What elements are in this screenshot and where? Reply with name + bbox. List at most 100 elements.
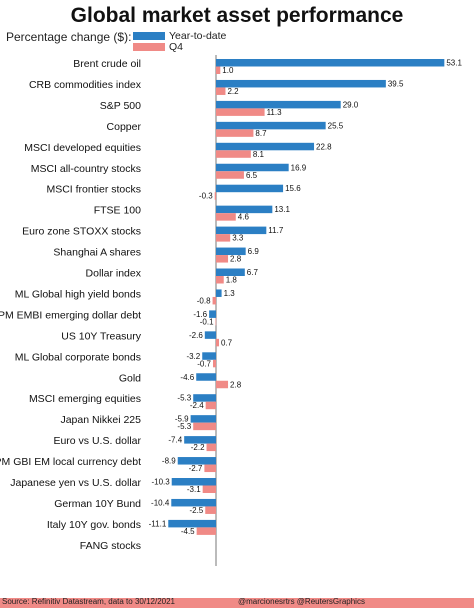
bar-ytd xyxy=(216,184,284,193)
bar-ytd xyxy=(216,142,315,151)
bar-ytd xyxy=(216,121,326,130)
value-label-q4: -2.2 xyxy=(191,443,205,452)
category-label: CRB commodities index xyxy=(29,79,142,91)
bar-ytd xyxy=(171,498,216,507)
value-label-q4: -2.5 xyxy=(189,506,203,515)
value-label-q4: 3.3 xyxy=(232,234,244,243)
value-label-q4: -2.7 xyxy=(189,464,203,473)
value-label-ytd: -5.9 xyxy=(175,415,189,424)
category-label: S&P 500 xyxy=(100,100,141,112)
value-label-q4: 1.8 xyxy=(226,276,238,285)
bar-ytd xyxy=(202,352,216,360)
bar-ytd xyxy=(216,79,386,88)
value-label-ytd: 16.9 xyxy=(291,163,307,172)
value-label-q4: 8.7 xyxy=(255,129,267,138)
category-label: Copper xyxy=(107,121,142,133)
bar-q4 xyxy=(212,296,216,305)
value-label-q4: 2.8 xyxy=(230,255,242,264)
value-label-ytd: -10.4 xyxy=(151,498,170,507)
bar-ytd xyxy=(171,478,216,486)
legend-label-q4: Q4 xyxy=(169,41,184,53)
value-label-q4: 8.1 xyxy=(253,150,265,159)
value-label-q4: -3.1 xyxy=(187,485,201,494)
category-label: Euro vs U.S. dollar xyxy=(53,435,141,447)
bar-q4 xyxy=(206,443,216,452)
bar-q4 xyxy=(216,276,224,284)
value-label-ytd: -8.9 xyxy=(162,457,176,466)
bar-q4 xyxy=(216,108,265,116)
bar-q4 xyxy=(214,192,216,200)
category-label: Shanghai A shares xyxy=(53,247,141,259)
value-label-ytd: -4.6 xyxy=(180,373,194,382)
category-label: MSCI all-country stocks xyxy=(31,163,141,175)
value-label-ytd: 15.6 xyxy=(285,184,301,193)
category-label: JPM GBI EM local currency debt xyxy=(0,456,141,468)
category-label: JPM EMBI emerging dollar debt xyxy=(0,309,141,321)
bar-ytd xyxy=(216,163,289,172)
chart-title: Global market asset performance xyxy=(70,4,404,27)
value-label-ytd: 29.0 xyxy=(343,100,359,109)
bar-ytd xyxy=(204,331,216,339)
value-label-ytd: 53.1 xyxy=(446,59,462,68)
value-label-q4: 2.8 xyxy=(230,380,242,389)
legend-item-ytd: Year-to-date xyxy=(133,30,226,42)
legend-item-q4: Q4 xyxy=(133,41,183,53)
bar-ytd xyxy=(196,373,216,381)
value-label-q4: 11.3 xyxy=(267,108,283,117)
bar-ytd xyxy=(216,205,273,214)
value-label-ytd: -10.3 xyxy=(151,478,170,487)
bar-q4 xyxy=(216,129,254,137)
bar-ytd xyxy=(216,289,222,297)
category-label: MSCI frontier stocks xyxy=(46,184,141,196)
bar-ytd xyxy=(184,436,216,444)
value-label-ytd: -11.1 xyxy=(149,519,167,528)
value-label-q4: 0.7 xyxy=(221,338,233,347)
bar-q4 xyxy=(216,380,229,389)
value-label-ytd: -1.6 xyxy=(193,310,207,319)
bar-ytd xyxy=(193,394,216,402)
value-label-q4: 2.2 xyxy=(227,87,239,96)
bar-q4 xyxy=(193,422,216,431)
footer-bar xyxy=(0,598,474,608)
bar-ytd xyxy=(216,247,246,256)
value-label-ytd: 13.1 xyxy=(274,205,290,214)
category-label: Euro zone STOXX stocks xyxy=(22,226,141,238)
value-label-ytd: -7.4 xyxy=(168,436,182,445)
category-label: Gold xyxy=(119,372,141,384)
value-label-q4: -0.1 xyxy=(200,317,214,326)
category-label: ML Global corporate bonds xyxy=(15,351,141,363)
bar-q4 xyxy=(215,317,217,326)
value-label-q4: 4.6 xyxy=(238,213,250,222)
category-label: MSCI developed equities xyxy=(24,142,141,154)
category-label: FTSE 100 xyxy=(94,205,141,217)
legend-swatch-ytd xyxy=(133,32,165,40)
value-label-ytd: 6.7 xyxy=(247,268,259,277)
bar-q4 xyxy=(216,171,244,179)
category-label: Brent crude oil xyxy=(73,58,141,70)
category-label: Japanese yen vs U.S. dollar xyxy=(10,477,141,489)
category-label: US 10Y Treasury xyxy=(61,330,142,342)
bar-q4 xyxy=(202,485,216,493)
bar-q4 xyxy=(216,234,231,242)
bar-q4 xyxy=(216,87,226,95)
value-label-q4: 1.0 xyxy=(222,66,234,75)
footer-source: Source: Refinitiv Datastream, data to 30… xyxy=(2,597,175,606)
category-label: FANG stocks xyxy=(80,540,141,552)
bar-q4 xyxy=(212,359,216,368)
category-label: Dollar index xyxy=(86,268,142,280)
value-label-q4: -0.7 xyxy=(197,359,211,368)
value-label-ytd: -5.3 xyxy=(177,394,191,403)
bar-ytd xyxy=(216,100,341,109)
value-label-ytd: -2.6 xyxy=(189,331,203,340)
bar-q4 xyxy=(205,506,216,514)
category-label: MSCI emerging equities xyxy=(29,393,141,405)
value-label-q4: -0.8 xyxy=(197,296,211,305)
value-label-q4: -4.5 xyxy=(181,527,195,536)
bar-q4 xyxy=(216,66,221,74)
value-label-q4: -0.3 xyxy=(199,192,213,201)
footer-credit: @marcionesrtrs @ReutersGraphics xyxy=(238,597,365,606)
bar-ytd xyxy=(216,226,267,235)
category-label: ML Global high yield bonds xyxy=(15,288,141,300)
value-label-q4: -5.3 xyxy=(177,422,191,431)
value-label-ytd: 6.9 xyxy=(248,247,260,256)
